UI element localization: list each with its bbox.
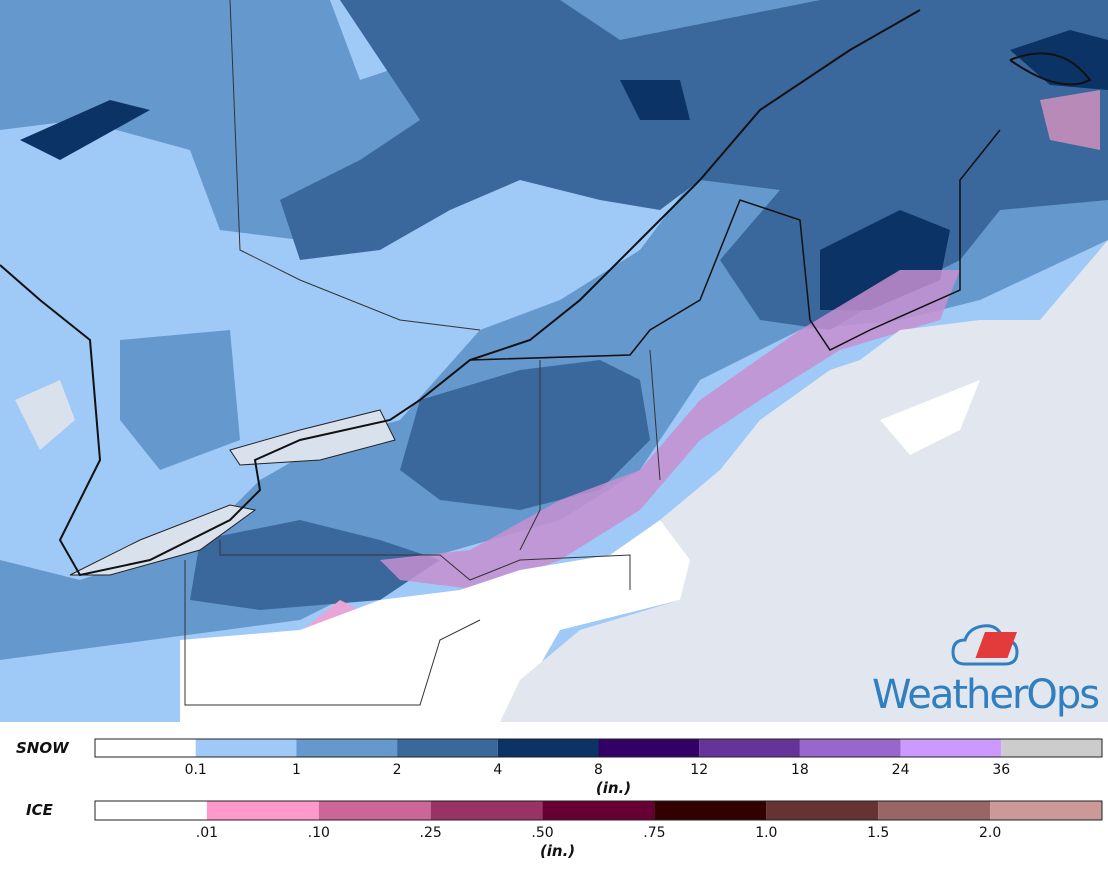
legend-tick: .10	[308, 825, 330, 841]
legend-frame	[94, 800, 1103, 821]
legend-unit: (in.)	[596, 779, 631, 797]
legend-swatch	[497, 739, 599, 757]
legend-swatch	[95, 801, 207, 820]
snow-region	[20, 100, 150, 160]
legend-swatch	[699, 739, 800, 757]
legend-swatch	[766, 801, 879, 820]
lake	[69, 504, 257, 576]
legend-swatch	[206, 801, 319, 820]
legend-swatch	[990, 801, 1102, 820]
lake	[15, 380, 75, 450]
legend-swatch	[430, 801, 543, 820]
legend-frame	[94, 738, 1103, 758]
logo-text: WeatherOps	[872, 672, 1098, 718]
snow-region	[1010, 30, 1108, 90]
legend-swatch	[195, 739, 297, 757]
legend-tick: .75	[643, 825, 665, 841]
legend-tick: .25	[420, 825, 442, 841]
legend-tick: 2	[393, 762, 402, 778]
legend-tick: 18	[791, 762, 809, 778]
ice-region	[380, 270, 960, 590]
legend-swatch	[654, 801, 767, 820]
borders	[0, 0, 1092, 706]
legend-tick: 1.0	[755, 825, 777, 841]
legend-swatch	[95, 739, 196, 757]
legend-label: ICE	[26, 801, 54, 819]
ice-region	[1040, 90, 1100, 150]
snow-region	[190, 520, 440, 610]
snow-region	[120, 330, 240, 470]
ocean	[500, 240, 1108, 722]
legend-swatch	[900, 739, 1002, 757]
no-snow	[180, 520, 700, 722]
legend-tick: 36	[992, 762, 1010, 778]
legend-swatch	[318, 801, 431, 820]
legend-swatch	[296, 739, 398, 757]
snow-region	[620, 80, 690, 120]
legend-tick: 12	[690, 762, 708, 778]
legend-tick: 1.5	[867, 825, 889, 841]
snow-region	[400, 360, 650, 510]
legend-tick: 8	[594, 762, 603, 778]
legend-swatch	[878, 801, 991, 820]
legend-unit: (in.)	[540, 842, 575, 860]
legend-tick: 24	[892, 762, 910, 778]
legend-tick: 2.0	[979, 825, 1001, 841]
map: WeatherOps	[0, 0, 1108, 722]
legend-tick: 4	[493, 762, 502, 778]
legend-swatch	[799, 739, 901, 757]
legend-swatch	[598, 739, 700, 757]
legend-tick: .50	[531, 825, 553, 841]
legend-tick: .01	[196, 825, 218, 841]
legend-tick: 0.1	[185, 762, 207, 778]
legend-tick: 1	[292, 762, 301, 778]
legend-label: SNOW	[16, 739, 70, 757]
legend-swatch	[542, 801, 655, 820]
legend-swatch	[1001, 739, 1102, 757]
logo: WeatherOps	[872, 624, 1100, 718]
legend-swatch	[397, 739, 498, 757]
no-snow	[880, 380, 980, 455]
